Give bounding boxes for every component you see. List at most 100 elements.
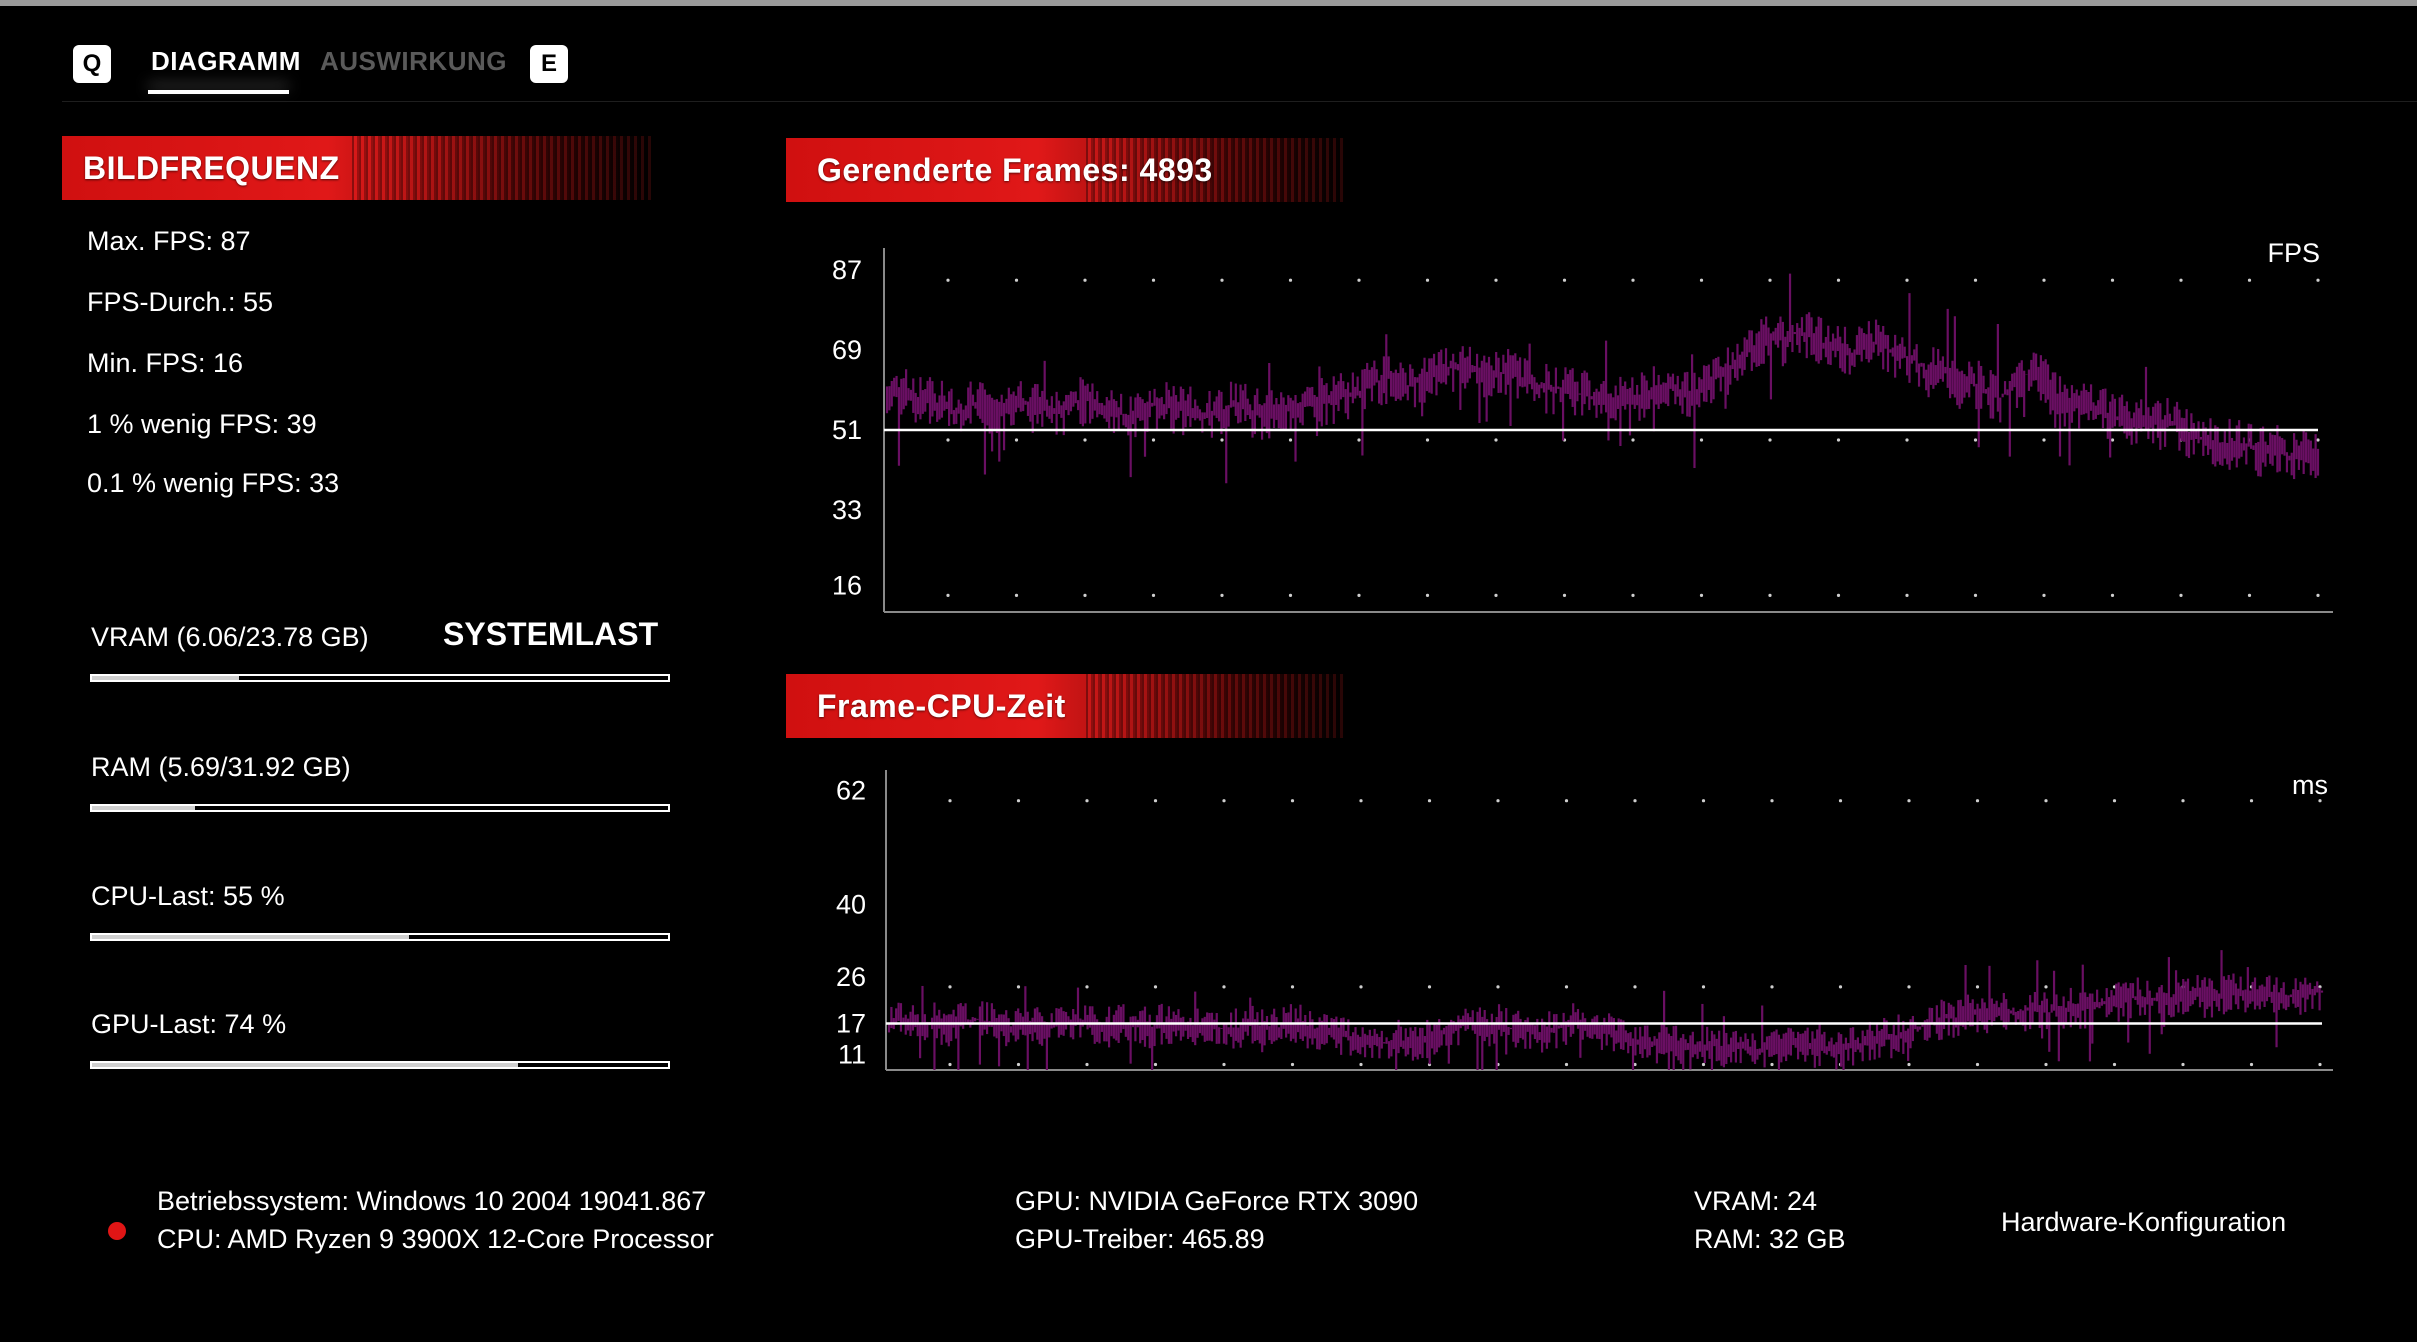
grid-dot (1633, 799, 1637, 803)
y-tick-label: 33 (832, 495, 862, 525)
os-info: Betriebssystem: Windows 10 2004 19041.86… (157, 1186, 707, 1216)
status-dot (108, 1222, 126, 1240)
fps-chart-title: Gerenderte Frames: 4893 (817, 151, 1213, 188)
y-tick-label: 62 (836, 776, 866, 806)
grid-dot (1838, 799, 1843, 803)
grid-dot (1222, 799, 1226, 803)
grid-dot (1016, 985, 1021, 989)
grid-dot (1699, 438, 1704, 442)
ram-label: RAM (5.69/31.92 GB) (91, 752, 351, 782)
grid-dot (2110, 278, 2115, 282)
y-tick-label: 16 (832, 570, 862, 600)
grid-dot (1357, 278, 1361, 282)
grid-dot (1014, 438, 1019, 442)
grid-dot (1357, 593, 1361, 597)
framerate-banner (62, 136, 652, 200)
header-divider (62, 101, 2417, 102)
grid-dot (1699, 593, 1704, 597)
grid-dot (1768, 593, 1772, 597)
tab-auswirkung[interactable]: AUSWIRKUNG (320, 46, 507, 76)
banner-texture (1086, 138, 1346, 202)
grid-dot (2318, 985, 2322, 989)
grid-dot (2179, 593, 2183, 597)
gpu-load-bar-fill (92, 1063, 519, 1067)
key-hint-q[interactable]: Q (73, 45, 111, 83)
grid-dot (1768, 278, 1772, 282)
grid-dot (1425, 593, 1430, 597)
gpu-load-label: GPU-Last: 74 % (91, 1009, 287, 1039)
grid-dot (1631, 593, 1635, 597)
grid-dot (946, 438, 950, 442)
grid-dot (1153, 985, 1158, 989)
grid-dot (2181, 799, 2185, 803)
grid-dot (2316, 438, 2320, 442)
grid-dot (1836, 593, 1841, 597)
grid-dot (1838, 985, 1843, 989)
grid-dot (1151, 438, 1156, 442)
hardware-config-link[interactable]: Hardware-Konfiguration (2001, 1207, 2287, 1237)
ram-bar (90, 804, 670, 812)
y-tick-label: 51 (832, 415, 862, 445)
grid-dot (1494, 438, 1498, 442)
window-top-border (0, 0, 2417, 6)
grid-dot (1631, 278, 1635, 282)
grid-dot (1083, 438, 1087, 442)
grid-dot (948, 1062, 952, 1067)
grid-dot (1905, 438, 1909, 442)
grid-dot (1222, 1062, 1226, 1067)
grid-dot (1768, 438, 1772, 442)
gpu-driver-info: GPU-Treiber: 465.89 (1015, 1224, 1265, 1254)
gpu-load-bar (90, 1061, 670, 1069)
unit-label: FPS (2267, 238, 2320, 268)
grid-dot (1907, 1062, 1911, 1067)
grid-dot (1288, 593, 1293, 597)
grid-dot (2318, 1062, 2322, 1067)
grid-dot (2247, 593, 2252, 597)
framerate-title: BILDFREQUENZ (83, 149, 340, 186)
grid-dot (2042, 438, 2046, 442)
cpu-info: CPU: AMD Ryzen 9 3900X 12-Core Processor (157, 1224, 714, 1254)
grid-dot (1085, 1062, 1089, 1067)
grid-dot (1975, 799, 1980, 803)
grid-dot (2044, 985, 2048, 989)
tab-diagramm[interactable]: DIAGRAMM (151, 46, 301, 76)
grid-dot (1153, 799, 1158, 803)
grid-dot (1288, 438, 1293, 442)
grid-dot (1701, 985, 1706, 989)
grid-dot (2042, 593, 2046, 597)
grid-dot (946, 593, 950, 597)
grid-dot (1633, 985, 1637, 989)
grid-dot (1085, 799, 1089, 803)
grid-dot (1359, 799, 1363, 803)
grid-dot (2316, 593, 2320, 597)
vram-info: VRAM: 24 (1694, 1186, 1818, 1216)
grid-dot (948, 799, 952, 803)
stat-min-fps: Min. FPS: 16 (87, 348, 244, 378)
banner-texture (352, 136, 652, 200)
grid-dot (946, 278, 950, 282)
system-load-title: SYSTEMLAST (443, 616, 659, 652)
grid-dot (1357, 438, 1361, 442)
grid-dot (1151, 593, 1156, 597)
y-tick-label: 69 (832, 335, 862, 365)
grid-dot (1562, 278, 1567, 282)
vram-label: VRAM (6.06/23.78 GB) (91, 622, 369, 652)
grid-dot (2179, 278, 2183, 282)
key-hint-e[interactable]: E (530, 45, 568, 83)
stat-max-fps: Max. FPS: 87 (87, 226, 251, 256)
grid-dot (1631, 438, 1635, 442)
grid-dot (1770, 799, 1774, 803)
grid-dot (1153, 1062, 1158, 1067)
stat-avg-fps: FPS-Durch.: 55 (87, 287, 274, 317)
y-tick-label: 26 (836, 962, 866, 992)
grid-dot (1701, 799, 1706, 803)
grid-dot (1633, 1062, 1637, 1067)
y-tick-label: 87 (832, 255, 862, 285)
grid-dot (1975, 985, 1980, 989)
grid-dot (1290, 1062, 1295, 1067)
grid-dot (1288, 278, 1293, 282)
grid-dot (1083, 593, 1087, 597)
grid-dot (2110, 438, 2115, 442)
